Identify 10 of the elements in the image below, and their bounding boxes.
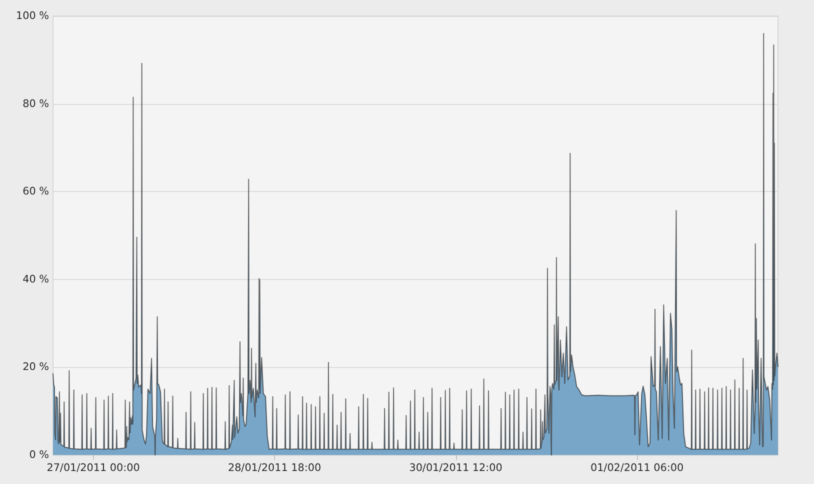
- y-tick-label: 80 %: [22, 98, 50, 110]
- x-tick-label: 27/01/2011 00:00: [46, 462, 140, 474]
- y-tick-label: 40 %: [22, 273, 50, 286]
- x-tick-label: 30/01/2011 12:00: [409, 462, 502, 474]
- y-tick-label: 60 %: [22, 186, 50, 198]
- y-tick-label: 100 %: [16, 10, 50, 22]
- y-tick-label: 0 %: [29, 449, 50, 461]
- x-tick-label: 01/02/2011 06:00: [590, 462, 684, 474]
- y-tick-label: 20 %: [22, 361, 50, 374]
- x-tick-label: 28/01/2011 18:00: [228, 462, 322, 474]
